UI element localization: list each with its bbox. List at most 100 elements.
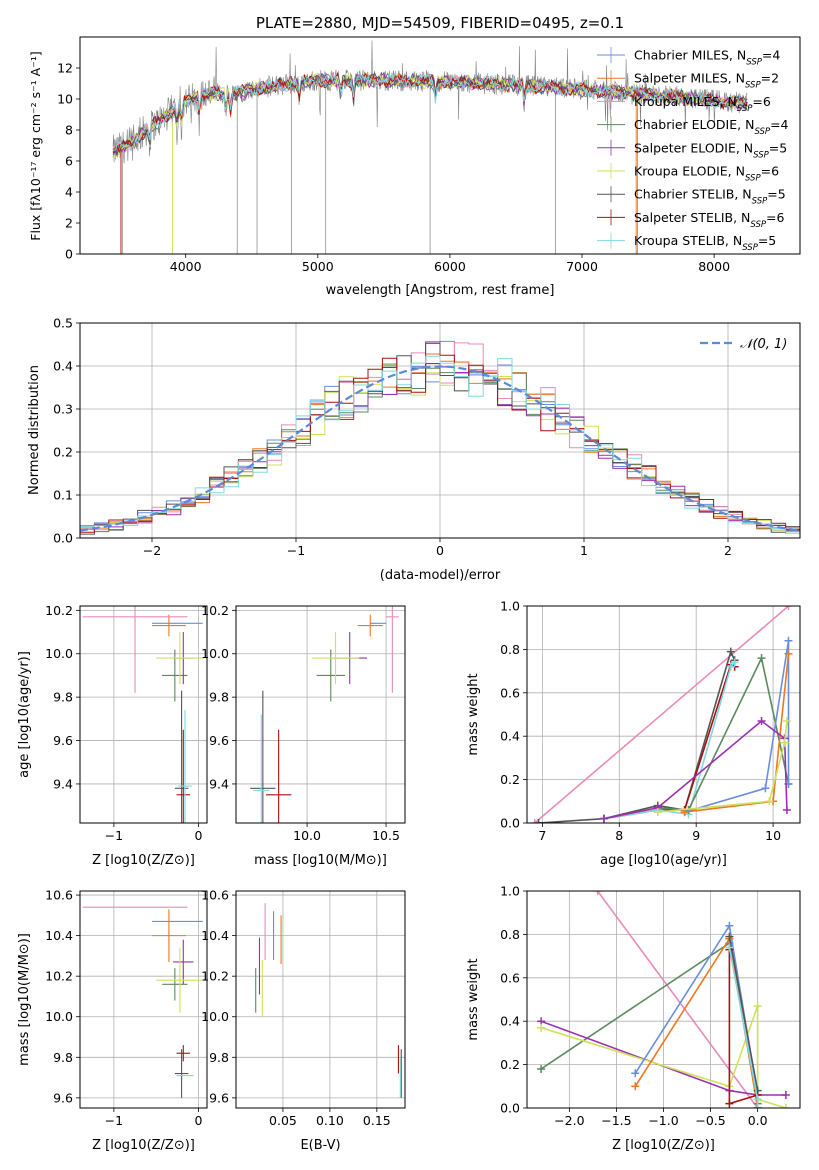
weight-marker bbox=[781, 1090, 790, 1099]
tick-label-x: −1.5 bbox=[601, 1113, 631, 1128]
weight-marker bbox=[725, 921, 734, 930]
y-axis-label: mass weight bbox=[466, 673, 481, 755]
frame-age_vs_mass: 10.0 10.5 9.4 9.6 9.8 10.0 10.2 bbox=[201, 603, 406, 843]
tick-label-y: 10.6 bbox=[201, 888, 229, 903]
weight-marker bbox=[631, 1082, 640, 1091]
x-axis-label: E(B-V) bbox=[300, 1138, 340, 1153]
weight-marker bbox=[765, 797, 774, 806]
tick-label-y: 9.8 bbox=[209, 690, 229, 705]
tick-label-y: 9.4 bbox=[209, 776, 229, 791]
tick-label-y: 9.6 bbox=[53, 1090, 73, 1105]
legend-label: Kroupa ELODIE, NSSP=6 bbox=[634, 164, 779, 184]
weight-marker bbox=[730, 658, 739, 667]
figure-title: PLATE=2880, MJD=54509, FIBERID=0495, z=0… bbox=[256, 14, 624, 32]
x-axis-label: Z [log10(Z/Z⊙)] bbox=[92, 853, 195, 868]
axes-frame bbox=[235, 605, 406, 824]
tick-label-y: 10.0 bbox=[45, 1009, 73, 1024]
legend-value: =6 bbox=[766, 210, 784, 225]
legend-subscript: SSP bbox=[754, 127, 770, 137]
spectrum-plot bbox=[112, 40, 748, 254]
weight-marker bbox=[534, 819, 543, 823]
legend-subscript: SSP bbox=[753, 150, 769, 160]
tick-label-y: 0.1 bbox=[53, 488, 73, 503]
axes-mass_vs_Z bbox=[80, 891, 207, 1108]
weight-line bbox=[603, 663, 736, 820]
tick-label-x: 10.0 bbox=[293, 828, 321, 843]
weight-marker bbox=[725, 1099, 734, 1108]
legend-value: =6 bbox=[761, 164, 779, 179]
tick-label-y: 1.0 bbox=[500, 599, 520, 614]
legend-value: =4 bbox=[762, 48, 780, 63]
legend-label: Kroupa STELIB, NSSP=5 bbox=[634, 233, 776, 253]
tick-label-x: 2 bbox=[724, 543, 732, 558]
axes-mass_vs_ebv bbox=[236, 891, 405, 1108]
tick-label-y: 9.8 bbox=[209, 1050, 229, 1065]
legend-value: =5 bbox=[769, 140, 787, 155]
weight-line bbox=[634, 923, 759, 1108]
lines-weight_vs_Z bbox=[537, 891, 790, 1108]
frame-weight_vs_Z: −2.0 −1.5 −1.0 −0.5 0.0 0.0 0.2 0.4 0.6 0.8 1.0 bbox=[500, 884, 801, 1128]
tick-label-y: 0.2 bbox=[500, 772, 520, 787]
tick-label-x: 0.05 bbox=[269, 1113, 297, 1128]
tick-label-y: 0.4 bbox=[53, 359, 73, 374]
legend-value: =5 bbox=[758, 233, 776, 248]
weight-marker bbox=[784, 636, 793, 645]
tick-label-y: 10.2 bbox=[45, 969, 73, 984]
points-age_vs_mass bbox=[250, 606, 399, 823]
tick-label-x: 7000 bbox=[566, 259, 598, 274]
axes-frame bbox=[79, 605, 208, 824]
weight-marker bbox=[753, 1095, 762, 1104]
weight-marker bbox=[726, 662, 735, 671]
tick-label-y: 0.0 bbox=[53, 531, 73, 546]
tick-label-y: 10.2 bbox=[201, 603, 229, 618]
tick-label-x: −1 bbox=[287, 543, 305, 558]
tick-label-y: 0.2 bbox=[53, 445, 73, 460]
tick-label-y: 0 bbox=[65, 247, 73, 262]
tick-label-y: 10.4 bbox=[201, 928, 229, 943]
tick-label-x: −2 bbox=[143, 543, 161, 558]
legend-label: Salpeter ELODIE, NSSP=5 bbox=[634, 140, 787, 160]
weight-marker bbox=[653, 808, 662, 817]
weight-marker bbox=[726, 647, 735, 656]
axes-frame bbox=[526, 605, 801, 824]
weight-marker bbox=[753, 1104, 762, 1108]
legend-label: Chabrier MILES, NSSP=4 bbox=[634, 48, 780, 68]
x-axis-label: age [log10(age/yr)] bbox=[600, 853, 727, 868]
weight-marker bbox=[537, 1023, 546, 1032]
tick-label-y: 10.0 bbox=[45, 646, 73, 661]
legend-subscript: SSP bbox=[742, 243, 758, 253]
tick-label-y: 9.6 bbox=[209, 733, 229, 748]
legend-subscript: SSP bbox=[752, 197, 768, 207]
points-age_vs_Z bbox=[82, 606, 204, 823]
weight-marker bbox=[599, 814, 608, 823]
legend-label: Chabrier ELODIE, NSSP=4 bbox=[634, 117, 789, 137]
tick-label-x: −1.0 bbox=[648, 1113, 678, 1128]
tick-label-y: 1.0 bbox=[500, 884, 520, 899]
tick-label-y: 10 bbox=[57, 92, 73, 107]
tick-label-y: 9.8 bbox=[53, 690, 73, 705]
tick-label-y: 0.6 bbox=[500, 970, 520, 985]
axes-frame bbox=[79, 890, 208, 1109]
weight-marker bbox=[784, 606, 793, 610]
histograms bbox=[80, 340, 800, 535]
legend-gauss-label: 𝒩(0, 1) bbox=[740, 337, 787, 352]
weight-marker bbox=[761, 784, 770, 793]
tick-label-y: 6 bbox=[65, 154, 73, 169]
tick-label-y: 10.2 bbox=[201, 969, 229, 984]
weight-marker bbox=[593, 891, 602, 895]
tick-label-x: 8 bbox=[615, 828, 623, 843]
tick-label-x: 0.15 bbox=[363, 1113, 391, 1128]
tick-label-y: 2 bbox=[65, 216, 73, 231]
tick-label-y: 10.2 bbox=[45, 603, 73, 618]
y-axis-label: mass [log10(M/M⊙)] bbox=[17, 933, 32, 1066]
tick-label-x: 0.10 bbox=[316, 1113, 344, 1128]
tick-label-x: 10.5 bbox=[372, 828, 400, 843]
x-axis-label: Z [log10(Z/Z⊙)] bbox=[612, 1138, 715, 1153]
tick-label-y: 0.4 bbox=[500, 729, 520, 744]
x-axis-label: (data-model)/error bbox=[380, 568, 501, 583]
tick-label-y: 12 bbox=[57, 61, 73, 76]
tick-label-x: 0 bbox=[195, 828, 203, 843]
y-axis-label: Normed distribution bbox=[27, 365, 42, 495]
tick-label-y: 0.8 bbox=[500, 642, 520, 657]
